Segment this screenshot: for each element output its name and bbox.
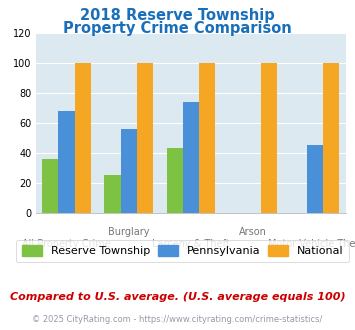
Bar — [261, 63, 277, 213]
Bar — [121, 129, 137, 213]
Text: All Property Crime: All Property Crime — [22, 239, 111, 249]
Bar — [166, 148, 183, 213]
Bar — [323, 63, 339, 213]
Bar — [75, 63, 91, 213]
Text: © 2025 CityRating.com - https://www.cityrating.com/crime-statistics/: © 2025 CityRating.com - https://www.city… — [32, 315, 323, 324]
Bar — [104, 175, 121, 213]
Text: Larceny & Theft: Larceny & Theft — [152, 239, 230, 249]
Bar — [42, 159, 59, 213]
Bar — [59, 111, 75, 213]
Legend: Reserve Township, Pennsylvania, National: Reserve Township, Pennsylvania, National — [16, 240, 349, 262]
Bar — [137, 63, 153, 213]
Text: Arson: Arson — [239, 227, 267, 237]
Bar — [199, 63, 215, 213]
Bar — [183, 102, 199, 213]
Text: Property Crime Comparison: Property Crime Comparison — [63, 21, 292, 36]
Text: Motor Vehicle Theft: Motor Vehicle Theft — [268, 239, 355, 249]
Text: Compared to U.S. average. (U.S. average equals 100): Compared to U.S. average. (U.S. average … — [10, 292, 345, 302]
Text: 2018 Reserve Township: 2018 Reserve Township — [80, 8, 275, 23]
Bar — [307, 146, 323, 213]
Text: Burglary: Burglary — [108, 227, 149, 237]
